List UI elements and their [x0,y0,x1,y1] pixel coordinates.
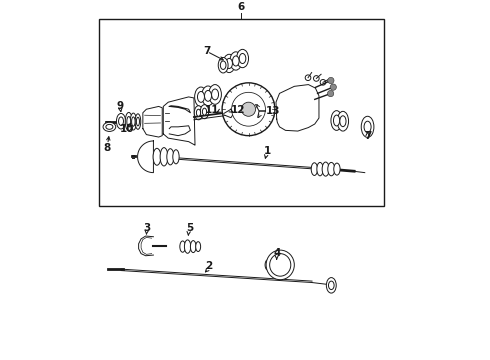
Ellipse shape [322,162,329,176]
Ellipse shape [117,113,125,129]
Ellipse shape [331,111,342,130]
Circle shape [242,102,256,116]
Ellipse shape [239,54,246,64]
Ellipse shape [204,90,212,101]
Ellipse shape [197,91,204,102]
Text: 3: 3 [144,222,151,233]
Ellipse shape [281,258,287,271]
Text: 6: 6 [238,2,245,12]
Ellipse shape [334,115,340,126]
Ellipse shape [237,49,248,68]
Ellipse shape [337,111,348,131]
Ellipse shape [153,148,161,165]
Ellipse shape [311,163,318,175]
Text: 8: 8 [103,143,111,153]
Ellipse shape [191,240,196,253]
Text: 11: 11 [205,105,220,115]
Text: 7: 7 [203,46,211,56]
Text: 2: 2 [205,261,213,271]
Circle shape [320,80,326,85]
Ellipse shape [270,254,291,276]
Circle shape [328,77,334,84]
Ellipse shape [196,242,200,252]
Ellipse shape [361,116,374,138]
Polygon shape [276,85,319,131]
Ellipse shape [127,117,131,127]
Ellipse shape [364,121,371,132]
Ellipse shape [180,241,186,252]
Ellipse shape [130,113,137,130]
Ellipse shape [106,124,113,129]
Ellipse shape [340,116,346,127]
Ellipse shape [167,149,174,165]
Text: 4: 4 [273,248,280,258]
Ellipse shape [317,162,323,176]
Circle shape [305,75,311,81]
Ellipse shape [135,114,141,129]
Text: 7: 7 [364,131,371,141]
Ellipse shape [328,281,334,289]
Polygon shape [169,106,191,113]
Polygon shape [143,107,162,137]
Ellipse shape [334,163,340,175]
Circle shape [327,90,334,97]
Ellipse shape [266,250,294,280]
Ellipse shape [265,260,270,270]
Ellipse shape [136,117,140,126]
Ellipse shape [184,240,191,253]
Circle shape [314,76,319,81]
Ellipse shape [233,56,239,66]
Text: 13: 13 [266,106,281,116]
Ellipse shape [196,109,200,116]
Ellipse shape [275,258,281,271]
Text: 12: 12 [231,105,245,115]
Ellipse shape [125,112,132,131]
Text: 5: 5 [186,223,193,233]
Polygon shape [139,236,153,256]
Ellipse shape [202,108,207,115]
Polygon shape [169,126,191,136]
Circle shape [232,92,266,126]
Ellipse shape [119,117,123,125]
Circle shape [330,84,337,90]
Ellipse shape [194,106,203,120]
Bar [99,19,384,206]
Ellipse shape [326,278,336,293]
Ellipse shape [328,162,335,176]
Text: 9: 9 [117,101,123,111]
Ellipse shape [226,58,232,68]
Ellipse shape [218,58,228,73]
Ellipse shape [200,105,209,119]
Ellipse shape [230,52,242,70]
Ellipse shape [195,87,207,107]
Ellipse shape [209,85,221,104]
Ellipse shape [202,86,214,106]
Ellipse shape [223,54,235,73]
Polygon shape [138,141,154,173]
Ellipse shape [173,150,179,164]
Circle shape [222,83,275,136]
Ellipse shape [270,259,275,271]
Ellipse shape [103,122,116,131]
Polygon shape [163,97,195,145]
Ellipse shape [212,89,219,100]
Polygon shape [224,109,234,118]
Text: 1: 1 [264,146,271,156]
Text: 10: 10 [120,123,134,134]
Ellipse shape [132,117,135,126]
Ellipse shape [286,259,292,271]
Ellipse shape [160,148,168,166]
Ellipse shape [220,61,226,69]
